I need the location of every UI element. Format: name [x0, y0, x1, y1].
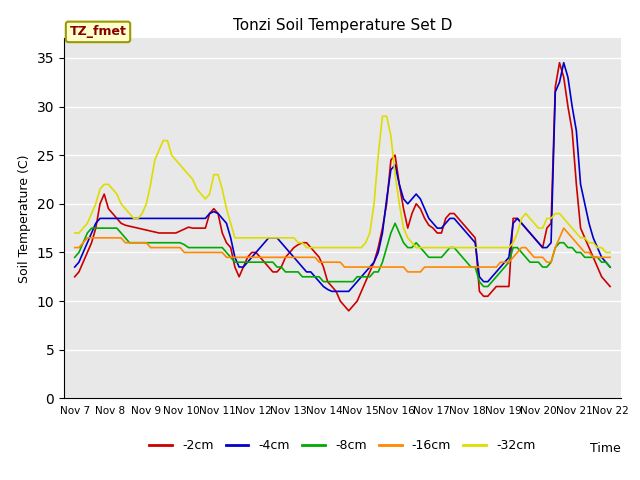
-16cm: [202, 250, 209, 255]
-32cm: [585, 240, 593, 246]
-32cm: [202, 196, 209, 202]
-32cm: [269, 235, 276, 241]
-2cm: [345, 308, 353, 314]
-8cm: [202, 245, 209, 251]
Line: -8cm: -8cm: [75, 223, 610, 287]
-32cm: [534, 225, 542, 231]
-4cm: [560, 60, 568, 66]
-16cm: [71, 245, 79, 251]
-8cm: [589, 254, 597, 260]
Line: -32cm: -32cm: [75, 116, 610, 252]
-8cm: [269, 259, 276, 265]
-16cm: [589, 254, 597, 260]
Line: -4cm: -4cm: [75, 63, 610, 291]
-8cm: [71, 254, 79, 260]
-2cm: [71, 274, 79, 280]
-16cm: [269, 254, 276, 260]
-4cm: [589, 235, 597, 241]
-4cm: [269, 235, 276, 241]
-16cm: [290, 254, 298, 260]
-8cm: [290, 269, 298, 275]
-32cm: [71, 230, 79, 236]
-4cm: [328, 288, 336, 294]
-32cm: [290, 235, 298, 241]
Line: -2cm: -2cm: [75, 63, 610, 311]
-2cm: [269, 269, 276, 275]
-16cm: [404, 269, 412, 275]
-4cm: [606, 264, 614, 270]
-4cm: [534, 240, 542, 246]
-2cm: [589, 254, 597, 260]
-2cm: [290, 245, 298, 251]
-4cm: [290, 254, 298, 260]
-8cm: [606, 264, 614, 270]
-4cm: [71, 264, 79, 270]
Y-axis label: Soil Temperature (C): Soil Temperature (C): [18, 154, 31, 283]
-4cm: [202, 216, 209, 221]
-8cm: [349, 279, 356, 285]
Text: Time: Time: [590, 442, 621, 455]
Legend: -2cm, -4cm, -8cm, -16cm, -32cm: -2cm, -4cm, -8cm, -16cm, -32cm: [145, 434, 540, 457]
-8cm: [480, 284, 488, 289]
-32cm: [349, 245, 356, 251]
Title: Tonzi Soil Temperature Set D: Tonzi Soil Temperature Set D: [233, 18, 452, 33]
-2cm: [606, 284, 614, 289]
Text: TZ_fmet: TZ_fmet: [70, 25, 127, 38]
-16cm: [560, 225, 568, 231]
-4cm: [353, 279, 361, 285]
-16cm: [606, 254, 614, 260]
Line: -16cm: -16cm: [75, 228, 610, 272]
-32cm: [602, 250, 610, 255]
-32cm: [379, 113, 387, 119]
-8cm: [539, 264, 547, 270]
-2cm: [202, 225, 209, 231]
-2cm: [534, 240, 542, 246]
-16cm: [534, 254, 542, 260]
-32cm: [606, 250, 614, 255]
-2cm: [556, 60, 563, 66]
-8cm: [391, 220, 399, 226]
-2cm: [353, 298, 361, 304]
-16cm: [349, 264, 356, 270]
